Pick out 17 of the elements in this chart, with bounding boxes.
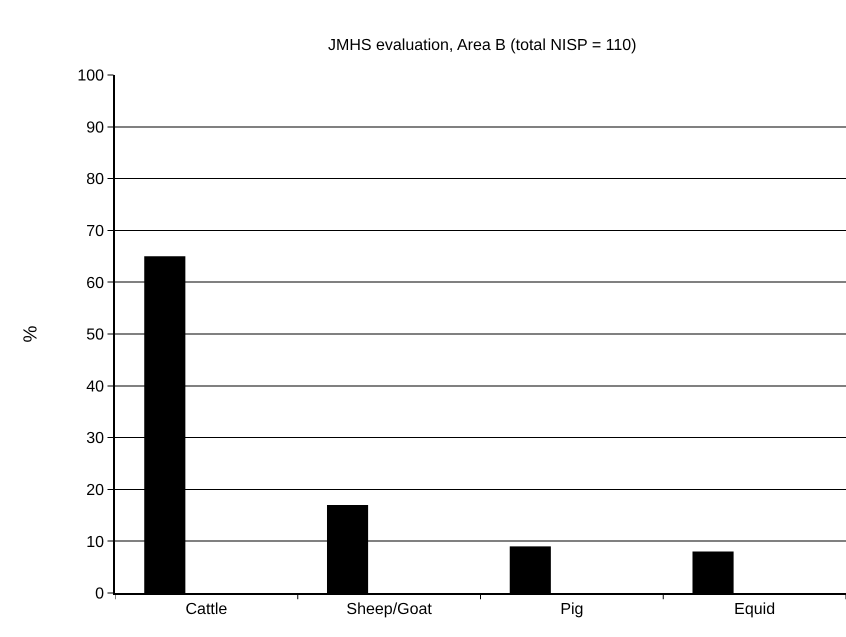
y-tick-label: 20: [86, 482, 104, 499]
y-tick-label: 80: [86, 171, 104, 188]
y-tick-label: 70: [86, 223, 104, 240]
x-tick-label: Equid: [734, 600, 776, 618]
y-tick-label: 30: [86, 430, 104, 448]
x-tick-label: Pig: [560, 600, 584, 618]
y-tick-label: 10: [86, 534, 104, 551]
y-tick-label: 40: [86, 378, 104, 396]
y-tick-label: 60: [86, 274, 104, 292]
y-tick-label: 50: [86, 326, 104, 344]
x-tick-label: Cattle: [185, 600, 228, 618]
y-tick-label: 90: [86, 119, 104, 136]
y-tick-label: 100: [77, 68, 104, 85]
x-tick-label: Sheep/Goat: [346, 600, 432, 618]
chart-title: JMHS evaluation, Area B (total NISP = 110): [328, 37, 636, 54]
y-tick-label: 0: [95, 586, 104, 603]
y-axis-title: %: [20, 325, 42, 342]
